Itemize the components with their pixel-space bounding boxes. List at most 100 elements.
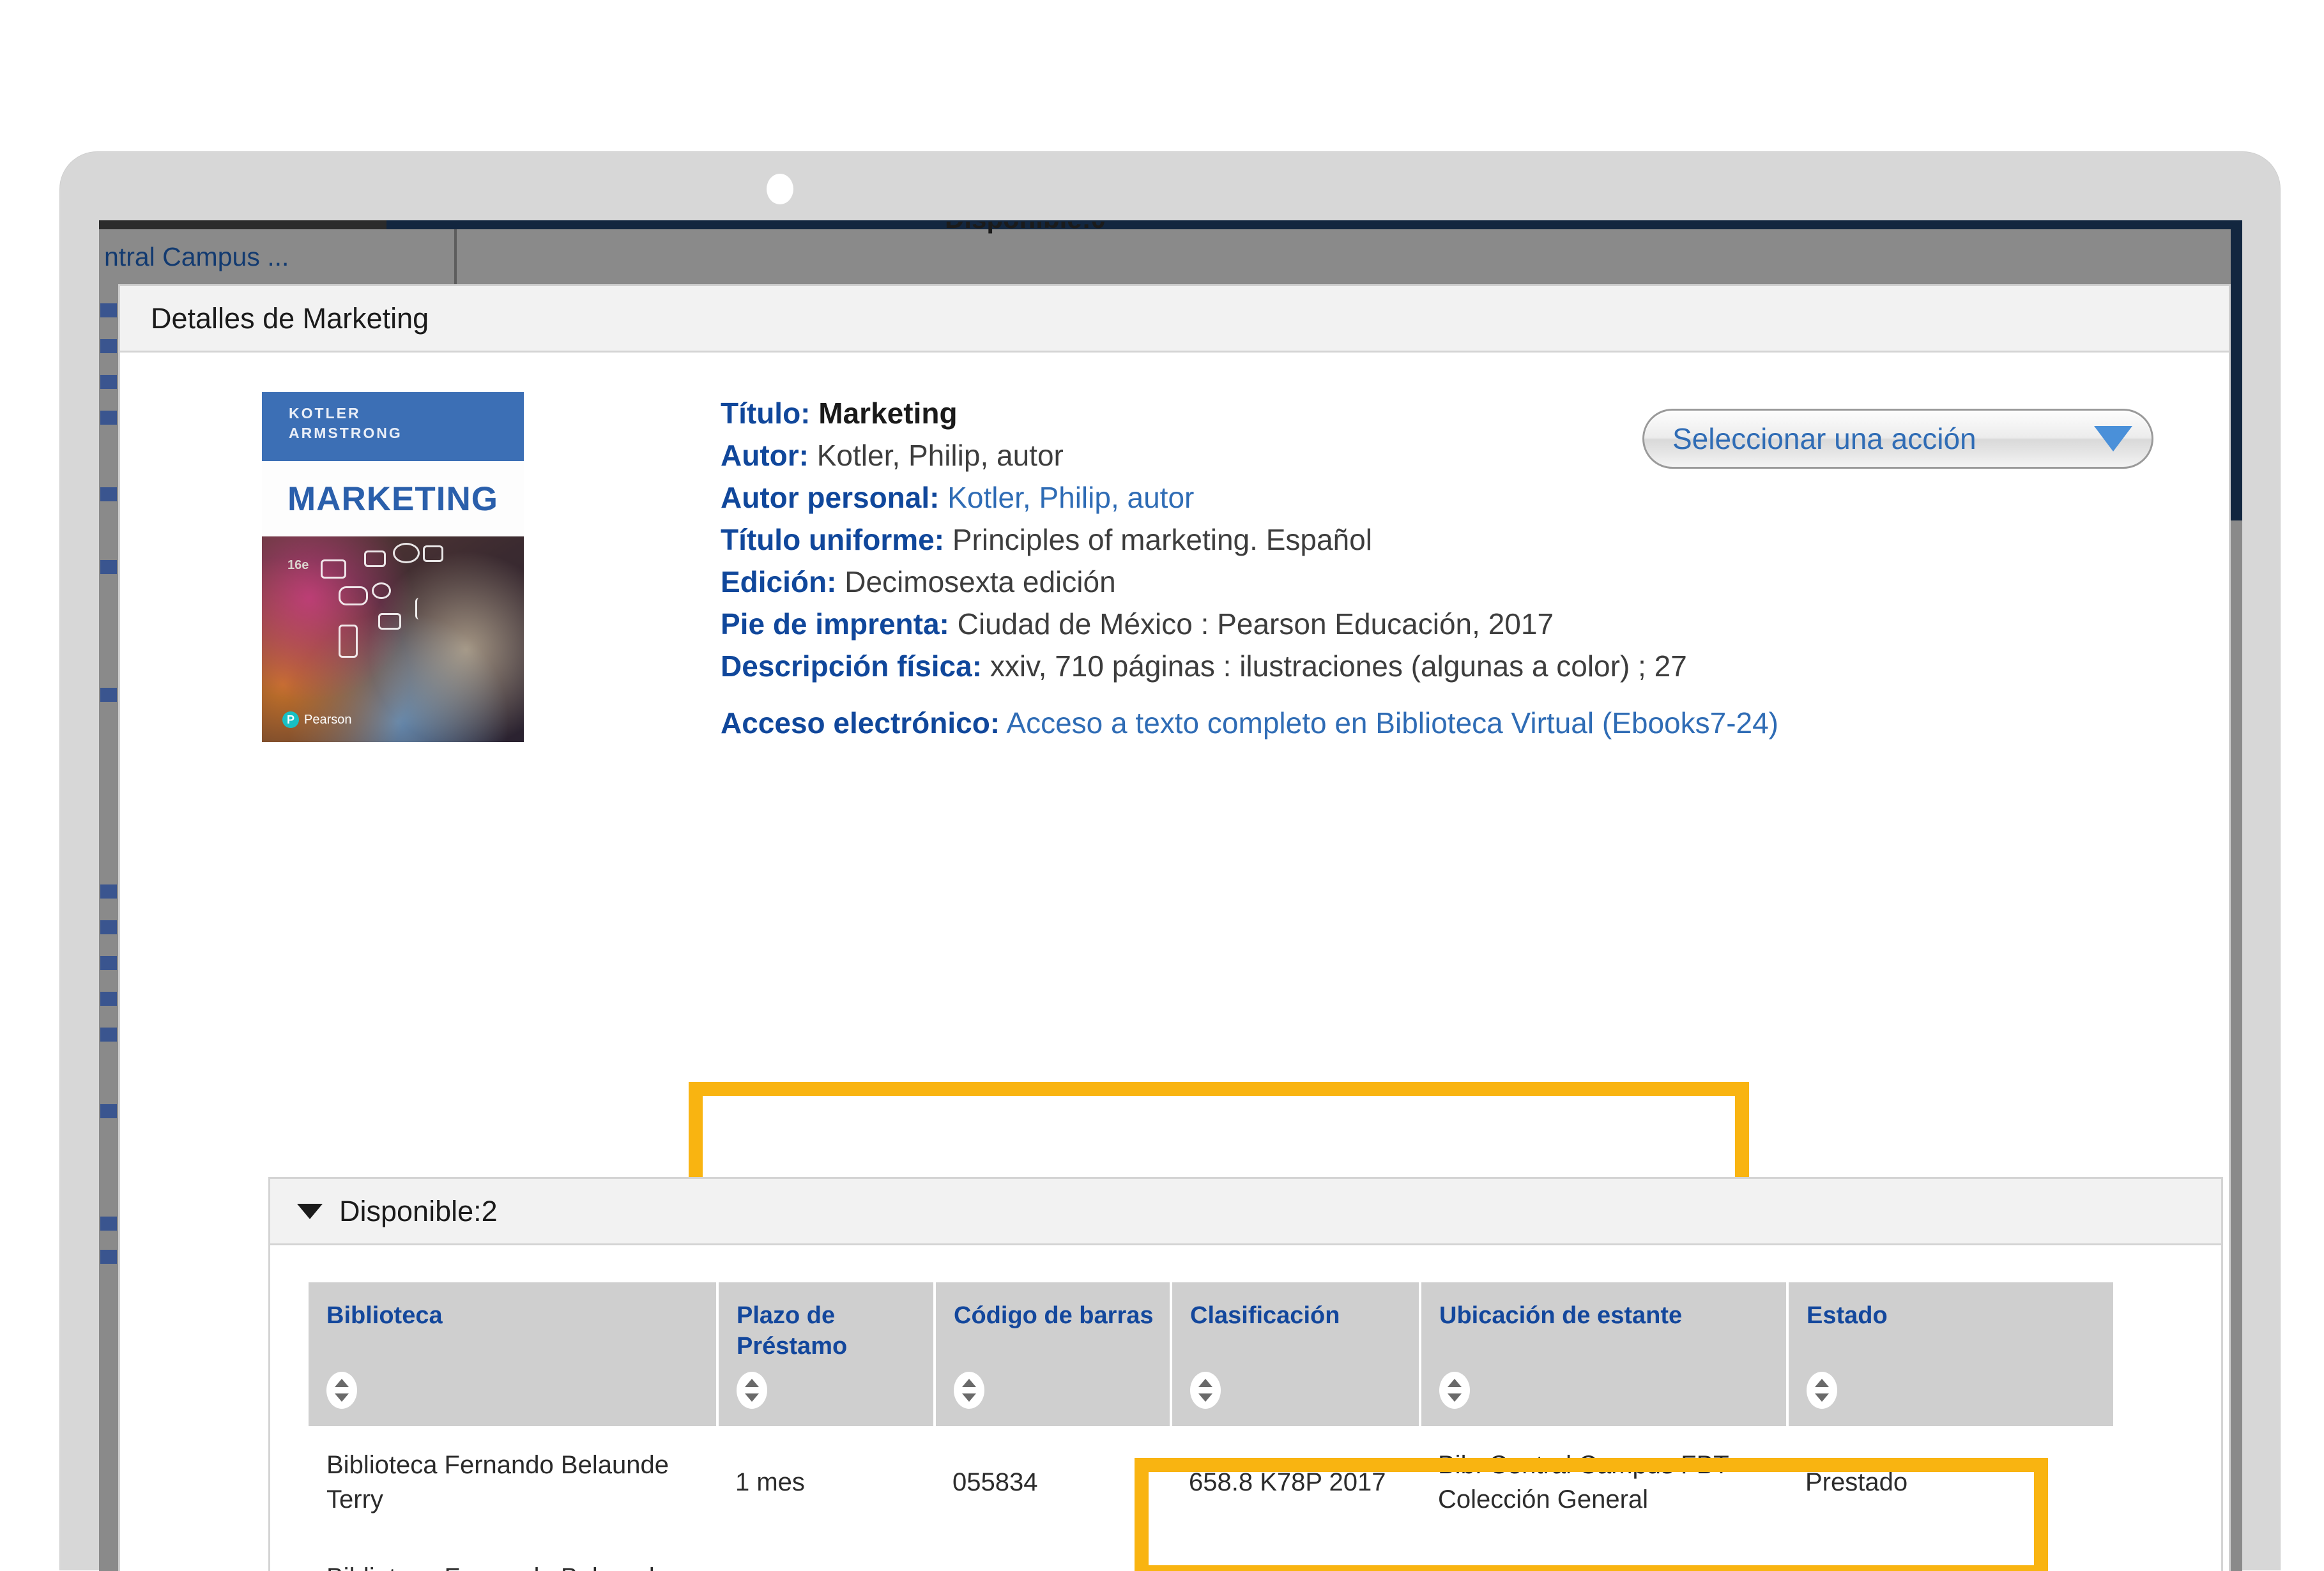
field-label: Pie de imprenta: [721,607,949,641]
sliver-fragment [100,411,117,425]
availability-header[interactable]: Disponible:2 [270,1179,2221,1245]
sliver-fragment [100,688,117,702]
field-value: xxiv, 710 páginas : ilustraciones (algun… [990,649,1687,683]
sliver-fragment [100,1217,117,1231]
column-header-plazo-prestamo[interactable]: Plazo de Préstamo [717,1282,936,1426]
search-icon [393,543,420,563]
table-header-row: Biblioteca Plazo de Préstamo Código de b… [309,1282,2113,1426]
cover-author-line-2: ARMSTRONG [289,425,402,441]
browser-top-border-dark-segment [99,220,386,229]
dialog-right-gray-border [2231,520,2242,1571]
availability-label: Disponible:2 [339,1194,498,1227]
app-screen: ntral Campus ... Disponible:0 Detalles d… [99,220,2242,1571]
camera-dot-icon [767,174,793,204]
field-value-link[interactable]: Acceso a texto completo en Biblioteca Vi… [1006,706,1778,740]
cell-clasificacion: 658.8 K78P 2017 [1171,1538,1420,1571]
background-tab-central-campus[interactable]: ntral Campus ... [99,229,457,284]
column-header-label: Ubicación de estante [1439,1302,1683,1329]
sort-updown-icon[interactable] [737,1372,767,1409]
sliver-fragment [100,1028,117,1042]
sliver-fragment [100,375,117,389]
sliver-fragment [100,303,117,317]
cell-estado: Prestado [1787,1538,2113,1571]
dialog-titlebar: Detalles de Marketing [120,286,2229,353]
cover-title-band: MARKETING [262,461,524,536]
field-value-link[interactable]: Kotler, Philip, autor [947,481,1195,514]
field-label: Descripción física: [721,649,982,683]
cell-biblioteca: Biblioteca Fernando Belaunde Terry [309,1538,717,1571]
background-tab-label: ntral Campus ... [104,242,289,271]
field-value: Decimosexta edición [845,565,1116,598]
camera-icon [321,559,346,579]
pearson-wordmark: Pearson [304,712,352,727]
sort-updown-icon[interactable] [1190,1372,1221,1409]
field-edicion: Edición: Decimosexta edición [721,561,1832,603]
sort-updown-icon[interactable] [1439,1372,1470,1409]
table-row[interactable]: Biblioteca Fernando Belaunde Terry 1 mes… [309,1538,2113,1571]
column-header-label: Plazo de Préstamo [737,1302,848,1360]
table-row[interactable]: Biblioteca Fernando Belaunde Terry 1 mes… [309,1426,2113,1538]
field-value: Principles of marketing. Español [952,523,1372,556]
sliver-fragment [100,956,117,970]
field-autor-personal: Autor personal: Kotler, Philip, autor [721,476,1832,519]
record-metadata: Título: Marketing Autor: Kotler, Philip,… [721,392,1832,743]
field-titulo: Título: Marketing [721,392,1832,434]
record-body: KOTLER ARMSTRONG MARKETING 16e [120,353,2229,1195]
caret-down-icon[interactable] [297,1203,323,1219]
column-header-label: Clasificación [1190,1302,1340,1329]
select-action-label: Seleccionar una acción [1672,422,1976,455]
select-action-dropdown[interactable]: Seleccionar una acción [1642,409,2153,469]
column-header-clasificacion[interactable]: Clasificación [1171,1282,1421,1426]
column-header-codigo-barras[interactable]: Código de barras [935,1282,1172,1426]
background-cutoff-availability-text: Disponible:0 [802,222,1249,247]
sliver-fragment [100,992,117,1006]
column-header-estado[interactable]: Estado [1787,1282,2113,1426]
field-descripcion-fisica: Descripción física: xxiv, 710 páginas : … [721,645,1832,687]
availability-panel: Disponible:2 Biblioteca Plazo de Préstam… [268,1177,2223,1571]
field-value: Marketing [818,397,958,430]
cell-plazo: 1 mes [717,1538,935,1571]
column-header-label: Estado [1807,1302,1888,1329]
pearson-mark-icon: P [282,711,299,728]
chevron-down-icon[interactable] [2094,426,2132,452]
sliver-fragment [100,920,117,934]
page-title: Detalles de Marketing [151,301,429,335]
sort-updown-icon[interactable] [1807,1372,1837,1409]
details-dialog: Detalles de Marketing KOTLER ARMSTRONG M… [118,284,2231,1571]
field-autor: Autor: Kotler, Philip, autor [721,434,1832,476]
column-header-biblioteca[interactable]: Biblioteca [309,1282,719,1426]
cell-ubicacion: Bib. Central Campus FBT - Colección Gene… [1438,1451,1745,1514]
sliver-fragment [100,1250,117,1264]
sliver-fragment [100,560,117,574]
field-label: Acceso electrónico: [721,706,1000,740]
sliver-fragment [100,1104,117,1118]
cover-author-line-1: KOTLER [289,405,361,421]
book-cover-image[interactable]: KOTLER ARMSTRONG MARKETING 16e [262,392,524,742]
cover-author-band: KOTLER ARMSTRONG [262,392,524,461]
cell-plazo: 1 mes [735,1468,805,1496]
field-pie-de-imprenta: Pie de imprenta: Ciudad de México : Pear… [721,603,1832,645]
field-value: Kotler, Philip, autor [816,439,1064,472]
background-page-sliver [99,284,118,1571]
browser-top-border [99,220,2242,229]
items-table: Biblioteca Plazo de Préstamo Código de b… [309,1282,2113,1571]
sliver-fragment [100,487,117,501]
field-value: Ciudad de México : Pearson Educación, 20… [957,607,1554,641]
column-header-label: Biblioteca [326,1302,443,1329]
cell-codigo: 055835 [935,1538,1171,1571]
field-label: Título: [721,397,811,430]
photo-icon [364,550,386,567]
dialog-right-navy-border [2231,220,2242,520]
cell-ubicacion: Bib. Central Campus FBT - Colección Gene… [1420,1538,1787,1571]
field-partially-occluded [721,687,1832,702]
music-note-icon [415,598,432,619]
field-label: Título uniforme: [721,523,945,556]
sort-updown-icon[interactable] [954,1372,984,1409]
sliver-fragment [100,339,117,353]
column-header-label: Código de barras [954,1302,1154,1329]
column-header-ubicacion-estante[interactable]: Ubicación de estante [1420,1282,1789,1426]
phone-icon [339,625,358,658]
field-acceso-electronico: Acceso electrónico: Acceso a texto compl… [721,702,1832,743]
cover-title: MARKETING [287,480,498,518]
sort-updown-icon[interactable] [326,1372,357,1409]
